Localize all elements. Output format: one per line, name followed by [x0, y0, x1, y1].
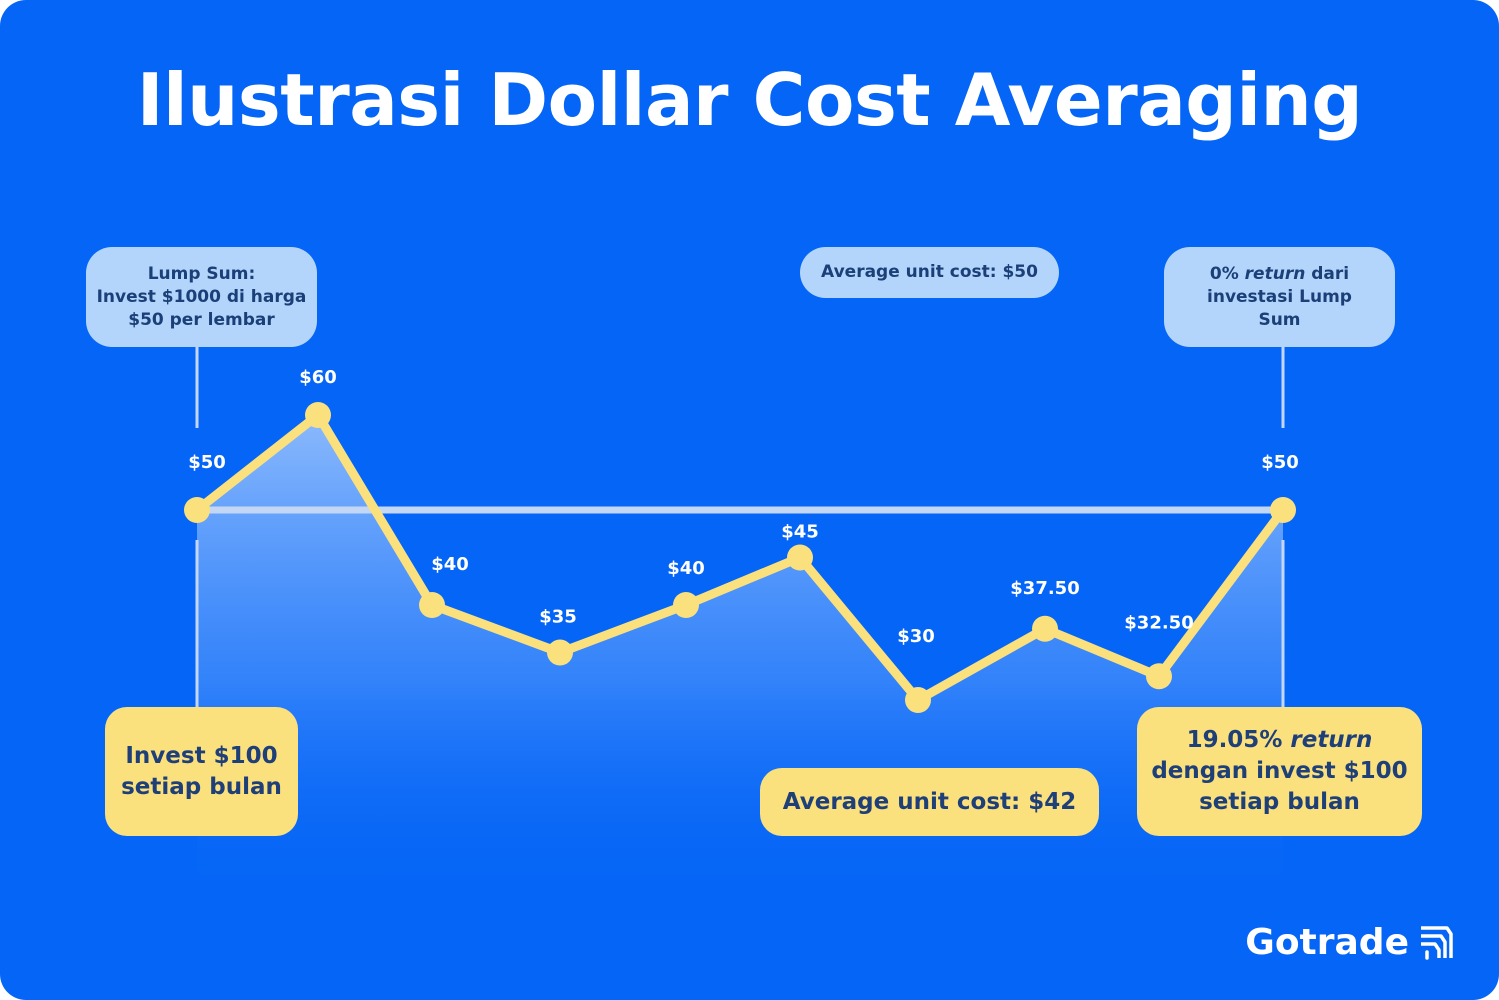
data-point	[905, 687, 931, 713]
data-label: $50	[188, 452, 226, 473]
dca-invest-line-2: setiap bulan	[121, 773, 282, 800]
data-point	[1146, 663, 1172, 690]
lump-return-suffix: dari	[1305, 263, 1350, 284]
data-label: $40	[431, 554, 469, 575]
dca-invest-callout: Invest $100 setiap bulan	[105, 707, 298, 836]
data-point	[184, 497, 210, 523]
dca-return-callout: 19.05% return dengan invest $100 setiap …	[1137, 707, 1422, 836]
price-line	[192, 410, 1288, 705]
data-point	[547, 639, 573, 666]
data-label: $30	[897, 626, 935, 647]
lump-return-line-3: Sum	[1258, 309, 1301, 330]
dca-average-cost-badge: Average unit cost: $42	[760, 768, 1099, 836]
data-label: $40	[667, 558, 705, 579]
dca-return-line-3: setiap bulan	[1199, 789, 1360, 815]
gotrade-logo-icon	[1421, 925, 1453, 960]
data-label: $32.50	[1124, 612, 1193, 633]
data-point	[673, 592, 699, 618]
brand-name: Gotrade	[1245, 922, 1409, 963]
gotrade-logo: Gotrade	[1245, 922, 1455, 963]
lump-average-cost-badge: Average unit cost: $50	[800, 247, 1059, 298]
lump-sum-line-3: $50 per lembar	[128, 309, 275, 330]
lump-return-percent: 0%	[1209, 263, 1245, 284]
data-labels: $50 $60 $40 $35 $40 $45 $30 $37.50 $32.50 $50	[188, 367, 1299, 647]
data-point	[305, 402, 331, 428]
data-point	[1032, 615, 1058, 642]
dca-invest-line-1: Invest $100	[125, 742, 278, 769]
lump-sum-callout: Lump Sum: Invest $1000 di harga $50 per …	[86, 247, 317, 347]
lump-sum-line-2: Invest $1000 di harga	[96, 286, 307, 307]
data-label: $60	[299, 367, 337, 388]
lump-sum-title: Lump Sum:	[147, 263, 256, 284]
lump-return-word: return	[1244, 263, 1306, 284]
data-label: $50	[1261, 452, 1299, 473]
data-points	[184, 402, 1296, 713]
data-label: $35	[539, 607, 577, 628]
data-point	[419, 592, 445, 618]
lump-return-line-2: investasi Lump	[1207, 286, 1352, 307]
lump-return-callout: 0% return dari investasi Lump Sum	[1164, 247, 1395, 347]
lump-average-cost-text: Average unit cost: $50	[821, 262, 1038, 282]
data-label: $45	[781, 522, 819, 543]
dca-average-cost-text: Average unit cost: $42	[782, 788, 1077, 815]
dca-return-line-2: dengan invest $100	[1151, 758, 1408, 784]
data-point	[787, 544, 813, 571]
dca-return-word: return	[1290, 727, 1373, 753]
data-point	[1270, 497, 1296, 523]
data-label: $37.50	[1010, 578, 1079, 599]
dca-return-percent: 19.05%	[1186, 727, 1291, 753]
connector-lines	[195, 347, 1285, 707]
page-title: Ilustrasi Dollar Cost Averaging	[136, 58, 1363, 142]
